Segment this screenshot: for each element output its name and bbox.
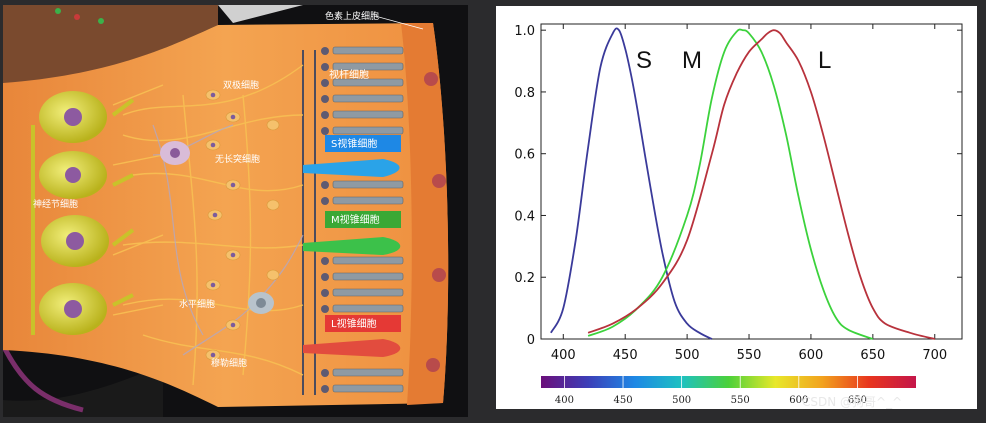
curve-label-m: M xyxy=(682,47,702,74)
pigment-epithelium xyxy=(401,23,449,405)
spectrum-bar: 400 450 500 550 600 650 xyxy=(541,376,916,406)
horizontal-label: 水平细胞 xyxy=(179,298,215,310)
y-tick-label: 0.4 xyxy=(514,209,535,224)
curve-l xyxy=(587,29,936,340)
m-cone xyxy=(303,237,401,255)
cone-sensitivity-chart: 400 450 500 550 600 650 700 0 0.2 0.4 0.6 0.8 1.0 S M… xyxy=(496,6,977,409)
watermark: CSDN @狗哥^_^ xyxy=(802,395,902,409)
rod-label: 视杆细胞 xyxy=(329,68,369,81)
pigment-epithelium-label: 色素上皮细胞 xyxy=(325,10,379,22)
x-tick-label: 400 xyxy=(551,348,576,363)
rod-outer-segments xyxy=(332,46,404,393)
curve-m xyxy=(587,28,874,340)
y-tick-label: 0.6 xyxy=(514,148,535,163)
x-tick-label: 450 xyxy=(613,348,638,363)
m-cone-label-box xyxy=(325,211,401,228)
curve-s xyxy=(550,27,713,340)
chart-frame xyxy=(540,23,963,340)
retina-diagram: 色素上皮细胞 视杆细胞 双极细胞 无长突细胞 神经节细胞 S视锥细胞 M视锥细胞… xyxy=(3,5,468,417)
spectrum-tick-label: 500 xyxy=(672,395,691,406)
ganglion-cells xyxy=(31,91,135,335)
l-cone-label: L视锥细胞 xyxy=(331,317,377,330)
spectrum-gradient xyxy=(541,376,916,388)
vitreous-corner xyxy=(3,5,218,85)
l-cone-label-box xyxy=(325,315,401,332)
spectrum-tick-label: 600 xyxy=(789,395,808,406)
horizontal-cell xyxy=(248,292,274,314)
plot-frame xyxy=(540,23,963,340)
x-tick-label: 700 xyxy=(922,348,947,363)
y-tick-label: 0.8 xyxy=(514,86,535,101)
x-tick-label: 500 xyxy=(675,348,700,363)
spectrum-tick-label: 400 xyxy=(555,395,574,406)
muller-label: 穆勒细胞 xyxy=(211,357,247,369)
s-cone-label: S视锥细胞 xyxy=(331,137,377,150)
x-tick-label: 600 xyxy=(799,348,824,363)
m-cone-label: M视锥细胞 xyxy=(331,213,380,226)
y-tick-label: 0.2 xyxy=(514,271,535,286)
spectrum-tick-label: 650 xyxy=(848,395,867,406)
photoreceptor-nuclei xyxy=(321,47,329,393)
curve-label-s: S xyxy=(636,47,652,74)
curve-layer xyxy=(550,27,936,340)
x-tick-label: 650 xyxy=(860,348,885,363)
amacrine-cell xyxy=(160,141,190,165)
y-tick-label: 1.0 xyxy=(514,24,535,39)
x-tick-label: 550 xyxy=(737,348,762,363)
amacrine-label: 无长突细胞 xyxy=(215,153,260,165)
bipolar-label: 双极细胞 xyxy=(223,79,259,91)
spectrum-tick-label: 550 xyxy=(731,395,750,406)
y-tick-label: 0 xyxy=(527,333,535,348)
s-cone xyxy=(303,159,400,177)
curve-label-l: L xyxy=(818,47,831,74)
tick-labels: 400 450 500 550 600 650 700 0 0.2 0.4 0.6 0.8 1.0 xyxy=(514,24,947,363)
spectrum-tick-label: 450 xyxy=(613,395,632,406)
s-cone-label-box xyxy=(325,135,401,152)
l-cone xyxy=(303,339,401,357)
ganglion-label: 神经节细胞 xyxy=(33,198,78,210)
